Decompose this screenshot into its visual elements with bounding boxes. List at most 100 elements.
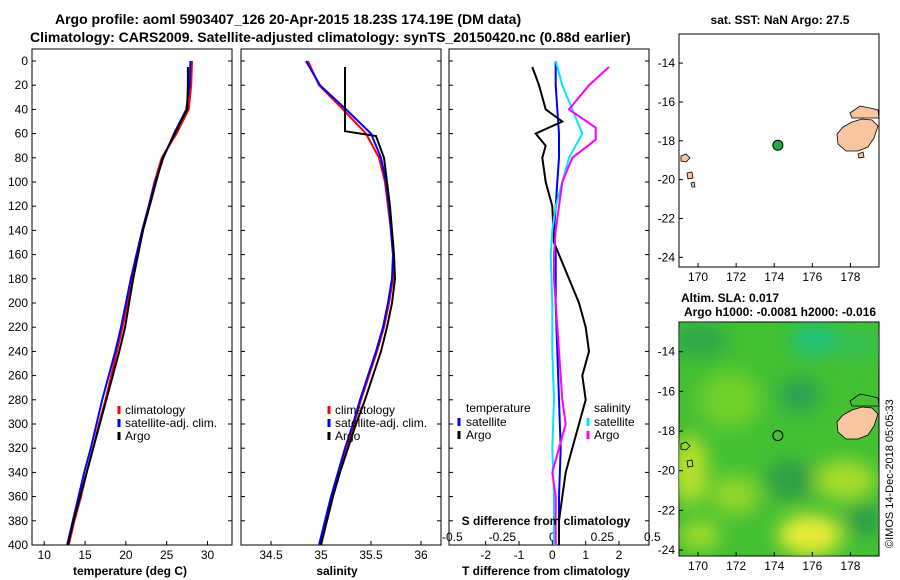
difference-s-axis: -0.5 -0.25 0 0.25 0.5 xyxy=(442,530,661,544)
sla-blob xyxy=(679,322,728,358)
y-tick-label: 160 xyxy=(8,248,28,262)
sla-blob xyxy=(840,327,879,363)
series-line-temperature-argo xyxy=(531,66,591,545)
top-tick-label: 0 xyxy=(549,530,556,544)
x-tick-label: 10 xyxy=(38,548,52,562)
y-tick-label: 60 xyxy=(15,127,29,141)
lat-tick-label: -20 xyxy=(658,464,676,478)
legend-label-s-satellite: satellite xyxy=(594,415,635,429)
salinity-depth-ticks xyxy=(241,60,441,546)
x-tick-label: 20 xyxy=(119,548,133,562)
sla-map-lon-axis: 170 172 174 176 178 xyxy=(688,552,861,573)
y-tick-label: 120 xyxy=(8,199,28,213)
lat-tick-label: -18 xyxy=(658,134,676,148)
salinity-legend: climatology satellite-adj. clim. Argo xyxy=(327,403,427,443)
x-tick-label: 34.5 xyxy=(259,548,283,562)
island-west-1 xyxy=(680,153,691,163)
difference-legend: temperature satellite Argo salinity sate… xyxy=(457,401,635,442)
difference-depth-ticks xyxy=(449,60,649,546)
lat-tick-label: -14 xyxy=(658,56,676,70)
x-tick-label: -2 xyxy=(480,548,491,562)
x-tick-label: 35.5 xyxy=(359,548,383,562)
temperature-x-axis: 10 15 20 25 30 xyxy=(38,541,215,562)
sst-map-lon-axis: 170 172 174 176 178 xyxy=(688,263,861,284)
x-tick-label: 15 xyxy=(78,548,92,562)
lon-tick-label: 176 xyxy=(802,559,822,573)
legend-header-salinity: salinity xyxy=(594,401,631,415)
sla-blob xyxy=(679,435,708,505)
y-tick-label: 320 xyxy=(8,441,28,455)
legend-label-climatology: climatology xyxy=(125,403,185,417)
salinity-axes-box xyxy=(240,48,442,546)
y-tick-label: 280 xyxy=(8,393,28,407)
x-tick-label: -1 xyxy=(514,548,525,562)
x-tick-label: 35 xyxy=(314,548,328,562)
salinity-panel: 34.5 35 35.5 36 salinity climatology satell… xyxy=(240,48,442,578)
x-tick-label: 25 xyxy=(160,548,174,562)
top-tick-label: -0.5 xyxy=(442,530,463,544)
y-tick-label: 40 xyxy=(15,102,29,116)
imos-stamp: ©IMOS 14-Dec-2018 05:05:33 xyxy=(884,399,896,548)
legend-label-argo: Argo xyxy=(125,429,151,443)
legend-label-argo: Argo xyxy=(335,429,361,443)
temperature-axes-box xyxy=(31,48,233,546)
island-viti-levu xyxy=(836,406,879,440)
legend-label-satellite-adj: satellite-adj. clim. xyxy=(335,416,427,430)
difference-panel: -2 -1 0 1 2 -0.5 -0.25 0 0.25 0.5 S difference f… xyxy=(442,48,661,578)
y-tick-label: 340 xyxy=(8,465,28,479)
salinity-x-axis: 34.5 35 35.5 36 xyxy=(259,541,428,562)
sla-blob xyxy=(766,460,814,500)
island-west-3 xyxy=(690,181,696,188)
lon-tick-label: 174 xyxy=(764,559,784,573)
lat-tick-label: -16 xyxy=(658,95,676,109)
x-tick-label: 2 xyxy=(616,548,623,562)
float-position-marker xyxy=(772,430,784,442)
y-tick-label: 180 xyxy=(8,272,28,286)
difference-xlabel: T difference from climatology xyxy=(462,564,630,578)
lon-tick-label: 174 xyxy=(764,270,784,284)
y-tick-label: 20 xyxy=(15,78,29,92)
y-tick-label: 0 xyxy=(21,54,28,68)
salinity-xlabel: salinity xyxy=(316,564,358,578)
legend-label-s-argo: Argo xyxy=(594,428,620,442)
sla-map-panel: Altim. SLA: 0.017 Argo h1000: -0.0081 h2… xyxy=(658,291,880,573)
y-tick-label: 240 xyxy=(8,344,28,358)
y-tick-label: 300 xyxy=(8,417,28,431)
temperature-depth-axis: 0 20 40 60 80 100 120 140 160 180 200 220 240 260 280 3… xyxy=(8,54,232,552)
sla-map-title: Altim. SLA: 0.017 xyxy=(681,291,779,305)
y-tick-label: 100 xyxy=(8,175,28,189)
island-west-1 xyxy=(680,441,691,451)
y-tick-label: 80 xyxy=(15,151,29,165)
sla-blob xyxy=(680,520,720,550)
title-line-1: Argo profile: aoml 5903407_126 20-Apr-20… xyxy=(55,11,521,27)
island-east-1 xyxy=(857,151,865,159)
sla-blob xyxy=(847,505,879,535)
x-tick-label: 1 xyxy=(582,548,589,562)
lon-tick-label: 170 xyxy=(688,270,708,284)
lon-tick-label: 176 xyxy=(802,270,822,284)
sst-map-title: sat. SST: NaN Argo: 27.5 xyxy=(711,13,850,27)
difference-x-axis: -2 -1 0 1 2 xyxy=(480,541,623,562)
sst-map-lat-axis: -14 -16 -18 -20 -22 -24 xyxy=(658,56,683,264)
series-line-argo xyxy=(66,67,189,546)
y-tick-label: 200 xyxy=(8,296,28,310)
lat-tick-label: -16 xyxy=(658,384,676,398)
sla-map-float xyxy=(772,430,784,442)
float-position-marker xyxy=(772,139,784,151)
sla-blob xyxy=(778,515,842,555)
lon-tick-label: 178 xyxy=(840,270,860,284)
legend-header-temperature: temperature xyxy=(466,401,531,415)
sst-map-panel: sat. SST: NaN Argo: 27.5 -14 -16 -18 -20 -22… xyxy=(658,13,880,284)
sla-blob xyxy=(815,460,875,500)
lat-tick-label: -22 xyxy=(658,211,676,225)
lat-tick-label: -24 xyxy=(658,250,676,264)
sst-map-land xyxy=(680,105,880,188)
sla-blob xyxy=(710,475,760,515)
temperature-plot xyxy=(66,60,193,546)
lat-tick-label: -22 xyxy=(658,503,676,517)
temperature-xlabel: temperature (deg C) xyxy=(73,564,187,578)
lon-tick-label: 170 xyxy=(688,559,708,573)
lon-tick-label: 178 xyxy=(840,559,860,573)
sla-blob xyxy=(780,377,820,413)
